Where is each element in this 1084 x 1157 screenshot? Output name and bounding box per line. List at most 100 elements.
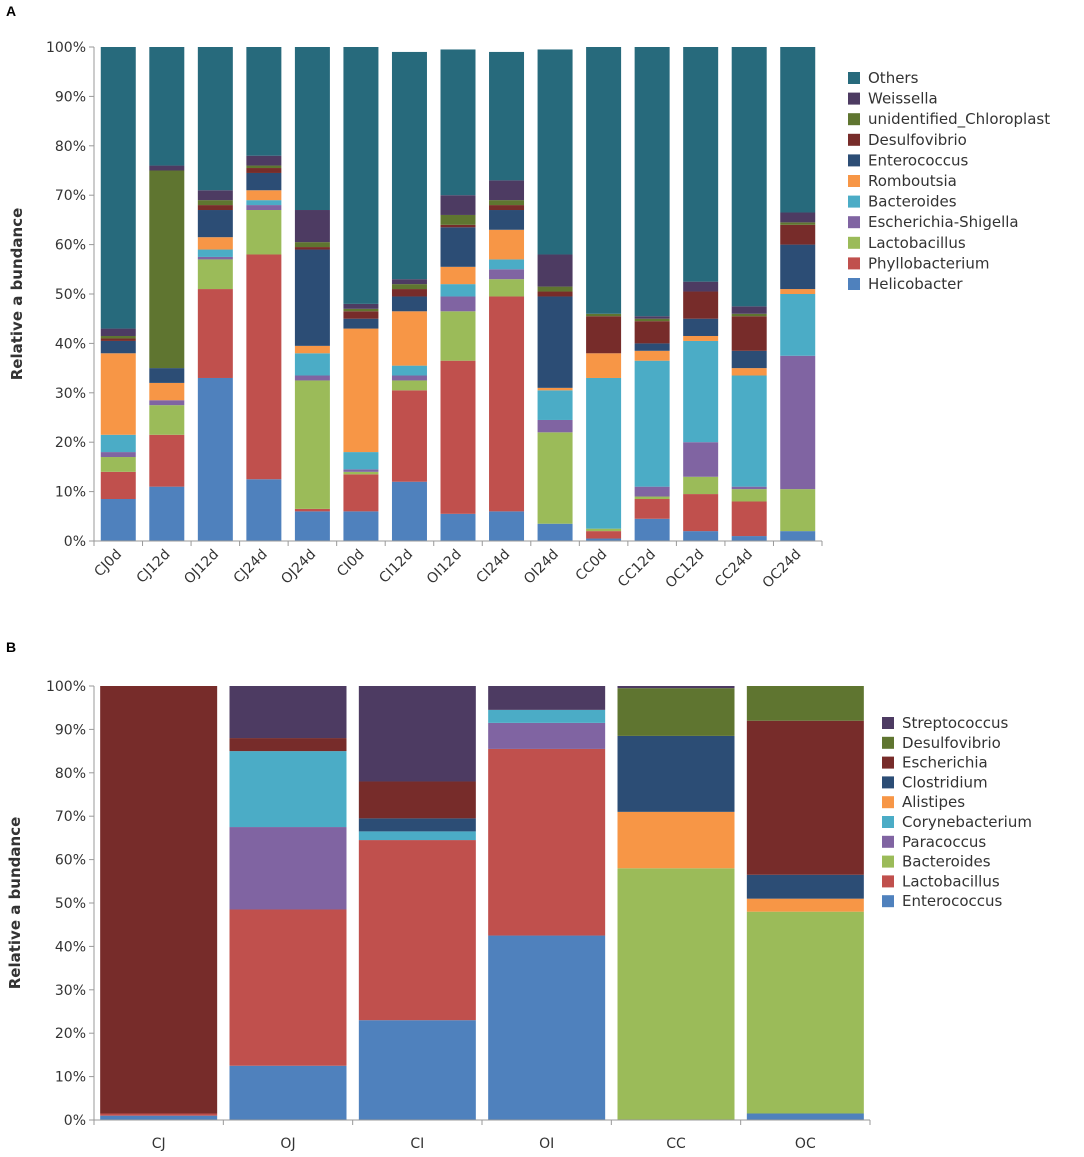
panel-a-bar-cc12d-escherichia-shigella xyxy=(634,486,670,497)
panel-b-legend-item: Bacteroides xyxy=(882,853,991,871)
panel-b-legend-item: Enterococcus xyxy=(882,892,1003,910)
panel-a-bar-cc24d-escherichia-shigella xyxy=(731,486,767,490)
panel-b-y-tick-label: 20% xyxy=(55,1026,86,1042)
panel-b-y-tick-label: 90% xyxy=(55,722,86,738)
panel-a-bar-oi12d-helicobacter xyxy=(440,513,476,541)
panel-b-legend-label: Streptococcus xyxy=(902,714,1008,732)
panel-b-bar-cc-streptococcus xyxy=(617,686,735,689)
panel-a-bar-cc0d-romboutsia xyxy=(586,353,622,378)
panel-a-bar-oc24d-bacteroides xyxy=(780,294,816,356)
panel-b-legend-swatch xyxy=(882,736,894,749)
panel-a-legend-label: Desulfovibrio xyxy=(868,131,967,149)
panel-a-bar-oc12d-weissella xyxy=(683,281,719,292)
panel-b-legend-label: Corynebacterium xyxy=(902,813,1032,831)
panel-a-x-tick-label: OC24d xyxy=(760,547,805,592)
panel-a-bar-cc12d-bacteroides xyxy=(634,360,670,487)
panel-b-legend-label: Clostridium xyxy=(902,773,988,791)
panel-b-bar-cc-desulfovibrio xyxy=(617,688,735,736)
panel-a-bar-oj24d-unidentified-chloroplast xyxy=(294,242,330,248)
panel-b-x-tick-label: CJ xyxy=(152,1136,166,1152)
panel-a-bar-oj24d-enterococcus xyxy=(294,249,330,346)
panel-a-bar-cj24d-lactobacillus xyxy=(246,210,282,255)
panel-a-bar-cj12d-lactobacillus xyxy=(149,405,185,435)
panel-a-bar-ci24d-others xyxy=(489,51,525,181)
panel-b-x-tick-label: CC xyxy=(666,1136,686,1152)
panel-a-bar-oi12d-unidentified-chloroplast xyxy=(440,214,476,225)
panel-b-bar-cj-enterococcus xyxy=(100,1115,218,1120)
panel-a-legend-item: Desulfovibrio xyxy=(848,131,967,149)
panel-a-bar-cc24d-helicobacter xyxy=(731,536,767,541)
panel-a-bar-ci12d-phyllobacterium xyxy=(391,390,427,482)
panel-a-bar-cc24d-bacteroides xyxy=(731,375,767,487)
panel-a-bar-cj0d-lactobacillus xyxy=(100,457,136,472)
panel-a-legend-swatch xyxy=(848,72,860,84)
panel-a-bar-ci24d-weissella xyxy=(489,180,525,201)
panel-a-bar-oj24d-phyllobacterium xyxy=(294,508,330,512)
panel-a-bar-oj12d-others xyxy=(197,47,233,191)
panel-b-bar-oi-enterococcus xyxy=(488,935,606,1120)
panel-b-bar-oj-paracoccus xyxy=(229,827,347,910)
panel-a-bar-oc24d-desulfovibrio xyxy=(780,224,816,245)
panel-a-bar-oj24d-bacteroides xyxy=(294,353,330,376)
panel-a-bar-oi12d-others xyxy=(440,49,476,196)
panel-a-bar-ci24d-escherichia-shigella xyxy=(489,269,525,280)
panel-a-legend-swatch xyxy=(848,154,860,167)
panel-a-bar-cc0d-others xyxy=(586,47,622,314)
panel-a-bar-oj24d-escherichia-shigella xyxy=(294,375,330,381)
panel-a-bar-ci0d-enterococcus xyxy=(343,318,379,329)
panel-a-legend-item: Phyllobacterium xyxy=(848,254,989,272)
panel-a-legend-swatch xyxy=(848,92,860,105)
panel-b-x-tick-label: OJ xyxy=(280,1136,295,1152)
panel-a-bar-oi24d-helicobacter xyxy=(537,523,573,541)
panel-a-bar-cc24d-weissella xyxy=(731,306,767,314)
panel-a-bar-oc12d-others xyxy=(683,47,719,282)
panel-a-bar-ci12d-escherichia-shigella xyxy=(391,375,427,381)
panel-a-bar-ci24d-enterococcus xyxy=(489,210,525,230)
panel-b-legend-item: Desulfovibrio xyxy=(882,734,1001,752)
panel-b-y-axis-title: Relative a bundance xyxy=(6,817,24,990)
panel-a-bar-ci0d-others xyxy=(343,47,379,304)
panel-a-bar-oi12d-weissella xyxy=(440,195,476,215)
panel-b-bar-oc-bacteroides xyxy=(746,911,864,1114)
panel-a-y-tick-label: 30% xyxy=(55,386,86,402)
panel-a-bar-cj12d-weissella xyxy=(149,165,185,171)
panel-a-y-tick-label: 40% xyxy=(55,336,86,352)
panel-b-bar-cj-lactobacillus xyxy=(100,1113,218,1116)
panel-a-legend-label: Phyllobacterium xyxy=(868,254,989,272)
panel-a-bar-ci12d-weissella xyxy=(391,279,427,285)
panel-b-bar-oi-streptococcus xyxy=(488,686,606,710)
panel-a-bar-ci24d-romboutsia xyxy=(489,229,525,260)
panel-a-legend-label: Romboutsia xyxy=(868,172,957,190)
panel-a-legend-label: Others xyxy=(868,69,919,87)
panel-a-bar-cj12d-others xyxy=(149,47,185,166)
panel-b-legend-item: Streptococcus xyxy=(882,714,1008,732)
panel-a-bar-oj12d-bacteroides xyxy=(197,249,233,257)
panel-a-x-tick-label: OI12d xyxy=(424,547,465,588)
panel-a-bar-cc24d-desulfovibrio xyxy=(731,316,767,351)
panel-a-bar-cc0d-bacteroides xyxy=(586,377,622,529)
panel-a-chart: 0% 10% 20% 30% 40% 50% 60% 70% 80% 90% 100% Relativ… xyxy=(8,40,1050,591)
panel-a-legend-label: Lactobacillus xyxy=(868,234,966,252)
panel-b-legend-item: Escherichia xyxy=(882,754,988,772)
panel-a-legend-item: Weissella xyxy=(848,90,938,108)
panel-a-legend-item: Escherichia-Shigella xyxy=(848,213,1019,231)
panel-b-legend-item: Lactobacillus xyxy=(882,872,1000,890)
panel-b-legend-label: Desulfovibrio xyxy=(902,734,1001,752)
panel-a-bar-ci12d-desulfovibrio xyxy=(391,289,427,297)
panel-a-legend-item: Bacteroides xyxy=(848,193,957,211)
panel-b-bar-oj-corynebacterium xyxy=(229,751,347,828)
panel-b-bar-oi-lactobacillus xyxy=(488,748,606,936)
panel-a-bar-cj12d-enterococcus xyxy=(149,368,185,383)
panel-a-bar-ci0d-desulfovibrio xyxy=(343,311,379,319)
panel-a-bar-oc24d-unidentified-chloroplast xyxy=(780,222,816,225)
panel-a-bar-cj12d-escherichia-shigella xyxy=(149,400,185,406)
panel-a-x-tick-label: OI24d xyxy=(521,547,562,588)
panel-a-bar-ci24d-phyllobacterium xyxy=(489,296,525,512)
panel-a-bar-ci12d-bacteroides xyxy=(391,365,427,376)
panel-a-bar-cc24d-romboutsia xyxy=(731,368,767,376)
panel-b-y-tick-label: 100% xyxy=(46,679,86,695)
panel-a-bar-cj0d-bacteroides xyxy=(100,434,136,453)
panel-a-bar-cj24d-escherichia-shigella xyxy=(246,205,282,211)
panel-a-legend-item: Lactobacillus xyxy=(848,234,966,252)
